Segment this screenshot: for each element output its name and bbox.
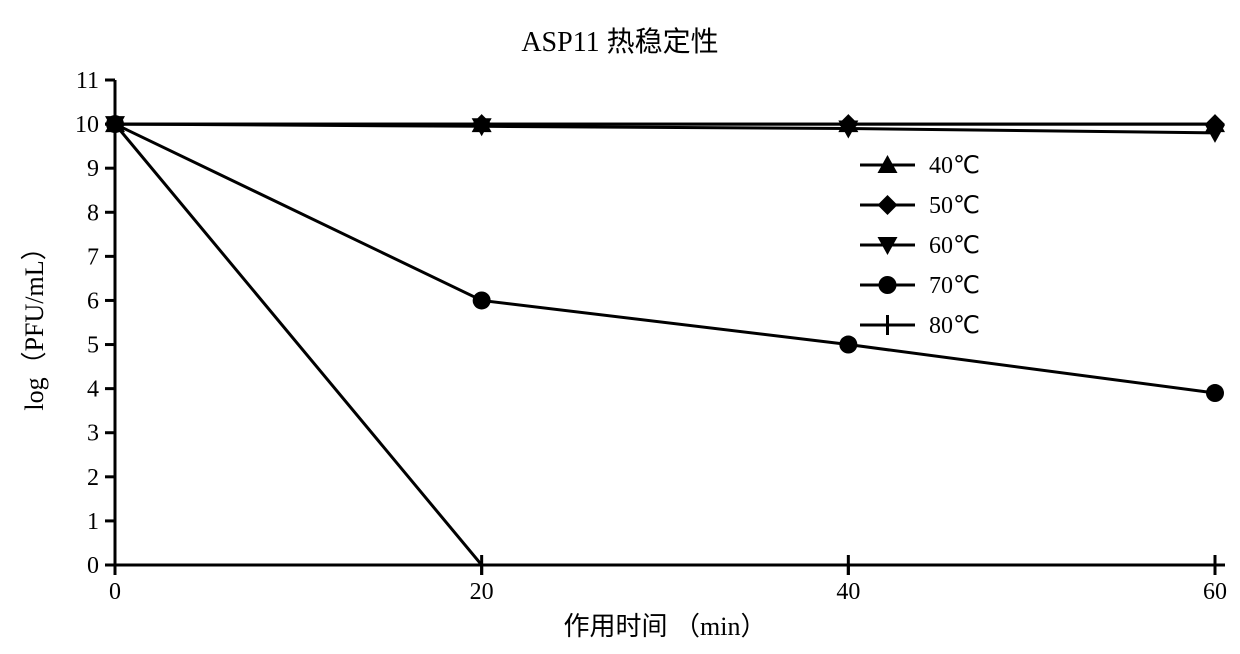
- ytick-label: 11: [76, 68, 99, 94]
- chart-svg: 0 1 2 3 4 5 6 7 8 9 10 11 0 20 40 60 作用时间 （min） log（PFU/m…: [0, 0, 1240, 654]
- ytick-label: 7: [87, 244, 99, 270]
- ytick-label: 3: [87, 421, 99, 447]
- ytick-label: 2: [87, 465, 99, 491]
- legend-label: 60℃: [929, 233, 980, 259]
- series-line: [115, 124, 1215, 393]
- xtick-label: 60: [1203, 579, 1227, 605]
- x-axis-label: 作用时间 （min）: [564, 612, 767, 641]
- legend-label: 80℃: [929, 313, 980, 339]
- legend-label: 40℃: [929, 153, 980, 179]
- series-line: [115, 124, 1215, 565]
- ytick-label: 5: [87, 333, 99, 359]
- xtick-label: 20: [470, 579, 494, 605]
- ytick-label: 0: [87, 553, 99, 579]
- ytick-label: 4: [87, 377, 99, 403]
- legend-label: 70℃: [929, 273, 980, 299]
- ytick-label: 10: [75, 112, 99, 138]
- legend-label: 50℃: [929, 193, 980, 219]
- ytick-label: 9: [87, 156, 99, 182]
- xtick-label: 40: [836, 579, 860, 605]
- y-axis-label: log（PFU/mL）: [20, 234, 49, 410]
- ytick-label: 1: [87, 509, 99, 535]
- chart-title: ASP11 热稳定性: [0, 20, 1240, 60]
- ytick-label: 8: [87, 200, 99, 226]
- xtick-label: 0: [109, 579, 121, 605]
- ytick-label: 6: [87, 288, 99, 314]
- chart-container: ASP11 热稳定性 0 1 2 3 4 5 6 7 8 9 10 11 0 20 40 60 作用时间 （mi…: [0, 0, 1240, 654]
